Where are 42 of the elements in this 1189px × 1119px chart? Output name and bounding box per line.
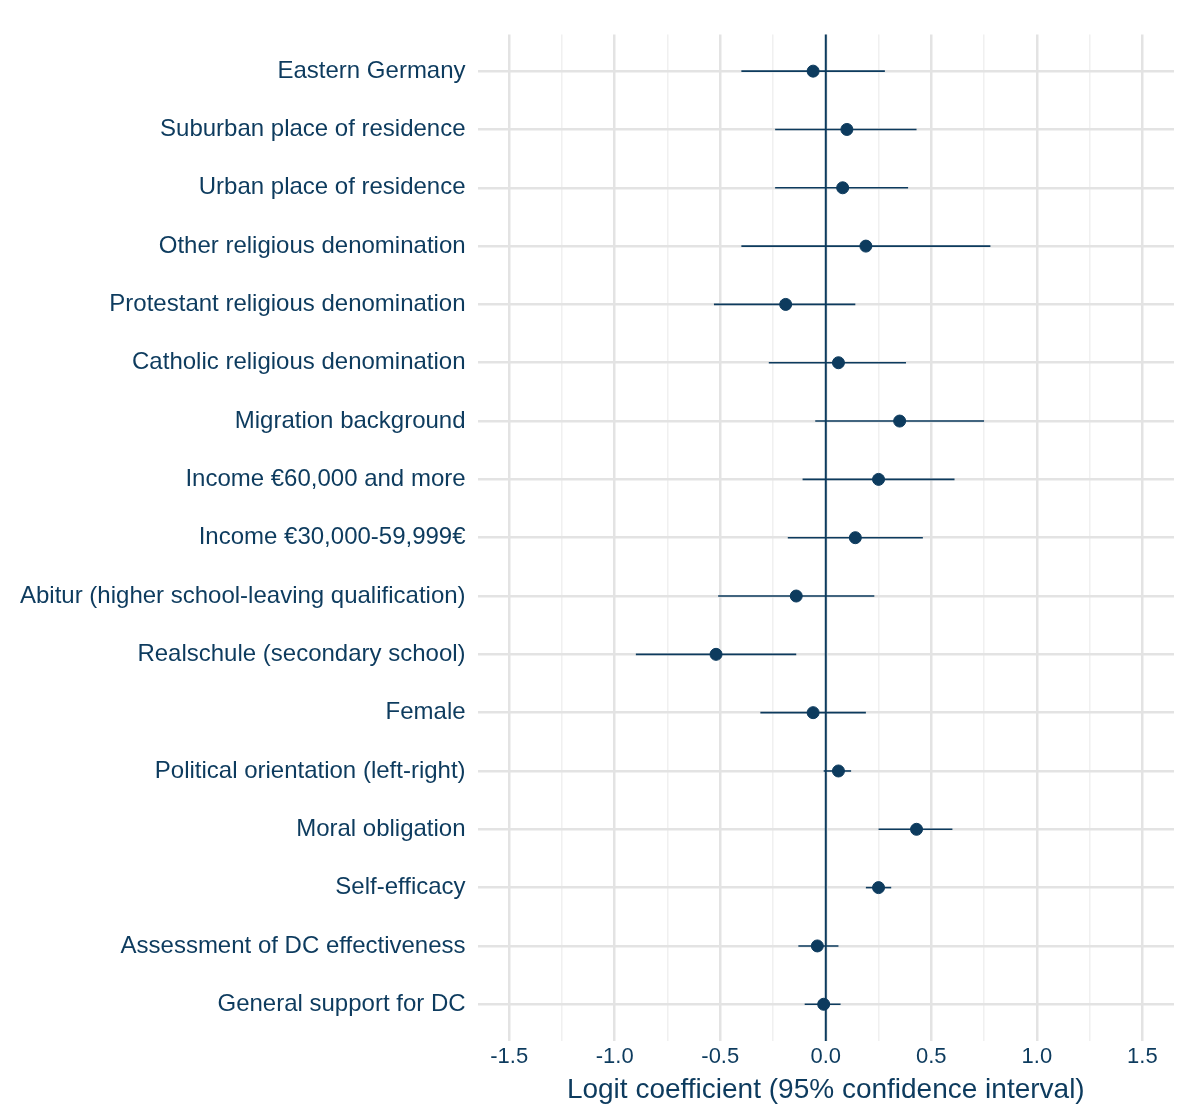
y-tick-label: Income €30,000-59,999€ xyxy=(198,522,467,550)
point xyxy=(859,239,873,253)
y-tick-label: Urban place of residence xyxy=(198,172,466,200)
x-tick-label: -1.5 xyxy=(490,1043,529,1069)
y-tick-label: Migration background xyxy=(234,405,466,433)
y-tick-label: Eastern Germany xyxy=(277,55,466,83)
y-tick-label: Other religious denomination xyxy=(158,230,466,258)
point xyxy=(910,822,924,836)
x-axis-title: Logit coefficient (95% confidence interval) xyxy=(566,1072,1085,1104)
point xyxy=(806,706,820,720)
point xyxy=(810,939,824,953)
point xyxy=(831,356,845,370)
y-tick-label: Realschule (secondary school) xyxy=(137,638,466,666)
point xyxy=(779,297,793,311)
x-tick-label: 1.0 xyxy=(1021,1043,1053,1069)
y-tick-label: Political orientation (left-right) xyxy=(154,755,466,783)
y-tick-label: Income €60,000 and more xyxy=(185,464,466,492)
y-tick-label: Catholic religious denomination xyxy=(132,347,466,375)
point xyxy=(789,589,803,603)
y-tick-label: General support for DC xyxy=(217,988,466,1016)
x-tick-label: 0.5 xyxy=(916,1043,947,1069)
point xyxy=(709,647,723,661)
point xyxy=(893,414,907,428)
x-tick-label: 1.5 xyxy=(1127,1043,1158,1069)
x-tick-label: 0.0 xyxy=(810,1043,842,1069)
x-tick-label: -1.0 xyxy=(595,1043,634,1069)
y-tick-label: Female xyxy=(385,697,466,725)
point xyxy=(840,122,854,136)
y-tick-label: Moral obligation xyxy=(296,813,466,841)
point xyxy=(817,997,831,1011)
point xyxy=(848,531,862,545)
y-tick-label: Self-efficacy xyxy=(335,872,466,900)
point xyxy=(831,764,845,778)
point xyxy=(872,472,886,486)
x-tick-label: -0.5 xyxy=(701,1043,740,1069)
point xyxy=(806,64,820,78)
y-tick-label: Protestant religious denomination xyxy=(109,289,466,317)
y-tick-label: Suburban place of residence xyxy=(160,114,466,142)
y-tick-label: Abitur (higher school-leaving qualification) xyxy=(19,580,466,608)
point xyxy=(872,881,886,895)
y-tick-label: Assessment of DC effectiveness xyxy=(120,930,466,958)
point xyxy=(836,181,850,195)
